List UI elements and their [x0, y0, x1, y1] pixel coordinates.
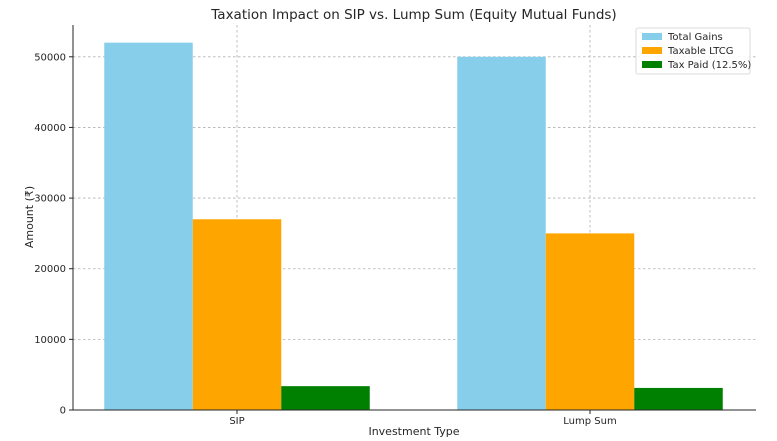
legend-swatch — [642, 47, 662, 54]
bar — [545, 233, 635, 410]
x-ticks: SIP Lump Sum — [229, 410, 617, 427]
y-tick-label: 10000 — [34, 335, 66, 346]
bars — [104, 42, 723, 410]
y-tick-label: 20000 — [34, 264, 66, 275]
chart-title: Taxation Impact on SIP vs. Lump Sum (Equ… — [210, 7, 616, 23]
bar — [281, 386, 370, 410]
legend-swatch — [642, 33, 662, 40]
y-tick-label: 50000 — [34, 52, 66, 63]
bar — [457, 56, 546, 410]
x-tick-label: Lump Sum — [563, 416, 616, 427]
legend-label: Total Gains — [667, 32, 723, 43]
y-axis-label: Amount (₹) — [23, 186, 36, 248]
y-ticks: 0 10000 20000 30000 40000 50000 — [34, 52, 73, 417]
y-tick-label: 30000 — [34, 194, 66, 205]
y-tick-label: 0 — [60, 406, 66, 417]
legend-label: Taxable LTCG — [667, 46, 734, 57]
x-tick-label: SIP — [229, 416, 244, 427]
bar — [104, 42, 193, 410]
y-tick-label: 40000 — [34, 123, 66, 134]
axes — [72, 25, 756, 411]
legend-label: Tax Paid (12.5%) — [667, 60, 751, 71]
bar — [634, 387, 723, 410]
bar — [192, 219, 282, 410]
legend-swatch — [642, 61, 662, 68]
legend-box — [635, 27, 751, 75]
legend: Total Gains Taxable LTCG Tax Paid (12.5%) — [635, 27, 751, 75]
x-axis-label: Investment Type — [368, 425, 459, 438]
